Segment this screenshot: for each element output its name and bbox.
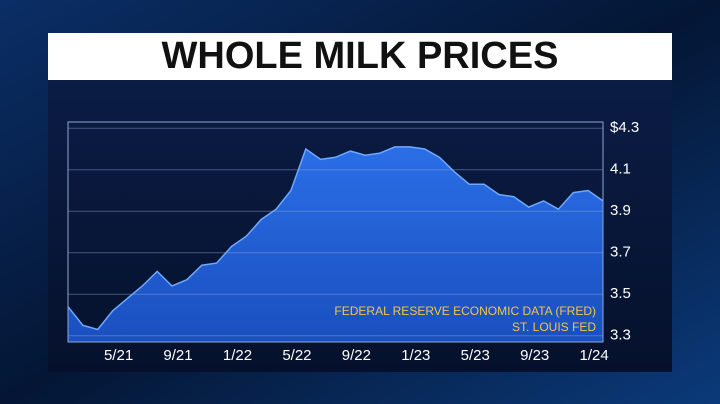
title-panel [48, 33, 672, 80]
y-tick-label: 4.1 [610, 161, 631, 178]
source-line: FEDERAL RESERVE ECONOMIC DATA (FRED) [334, 304, 596, 318]
y-tick-label: 3.5 [610, 285, 631, 302]
x-tick-label: 1/23 [401, 347, 430, 364]
x-tick-label: 5/23 [461, 347, 490, 364]
x-tick-label: 1/24 [580, 347, 609, 364]
x-tick-label: 1/22 [223, 347, 252, 364]
y-tick-label: 3.9 [610, 202, 631, 219]
source-line: ST. LOUIS FED [512, 320, 596, 334]
area-line [67, 146, 604, 331]
x-tick-label: 9/23 [520, 347, 549, 364]
y-tick-label: 3.3 [610, 327, 631, 344]
y-tick-label: $4.3 [610, 119, 639, 136]
area-fill [68, 146, 603, 342]
plot-frame [67, 121, 604, 343]
x-tick-label: 5/21 [104, 347, 133, 364]
x-tick-label: 5/22 [282, 347, 311, 364]
y-tick-label: 3.7 [610, 244, 631, 261]
chart-title: WHOLE MILK PRICES [162, 35, 559, 77]
x-tick-label: 9/22 [342, 347, 371, 364]
x-tick-label: 9/21 [163, 347, 192, 364]
